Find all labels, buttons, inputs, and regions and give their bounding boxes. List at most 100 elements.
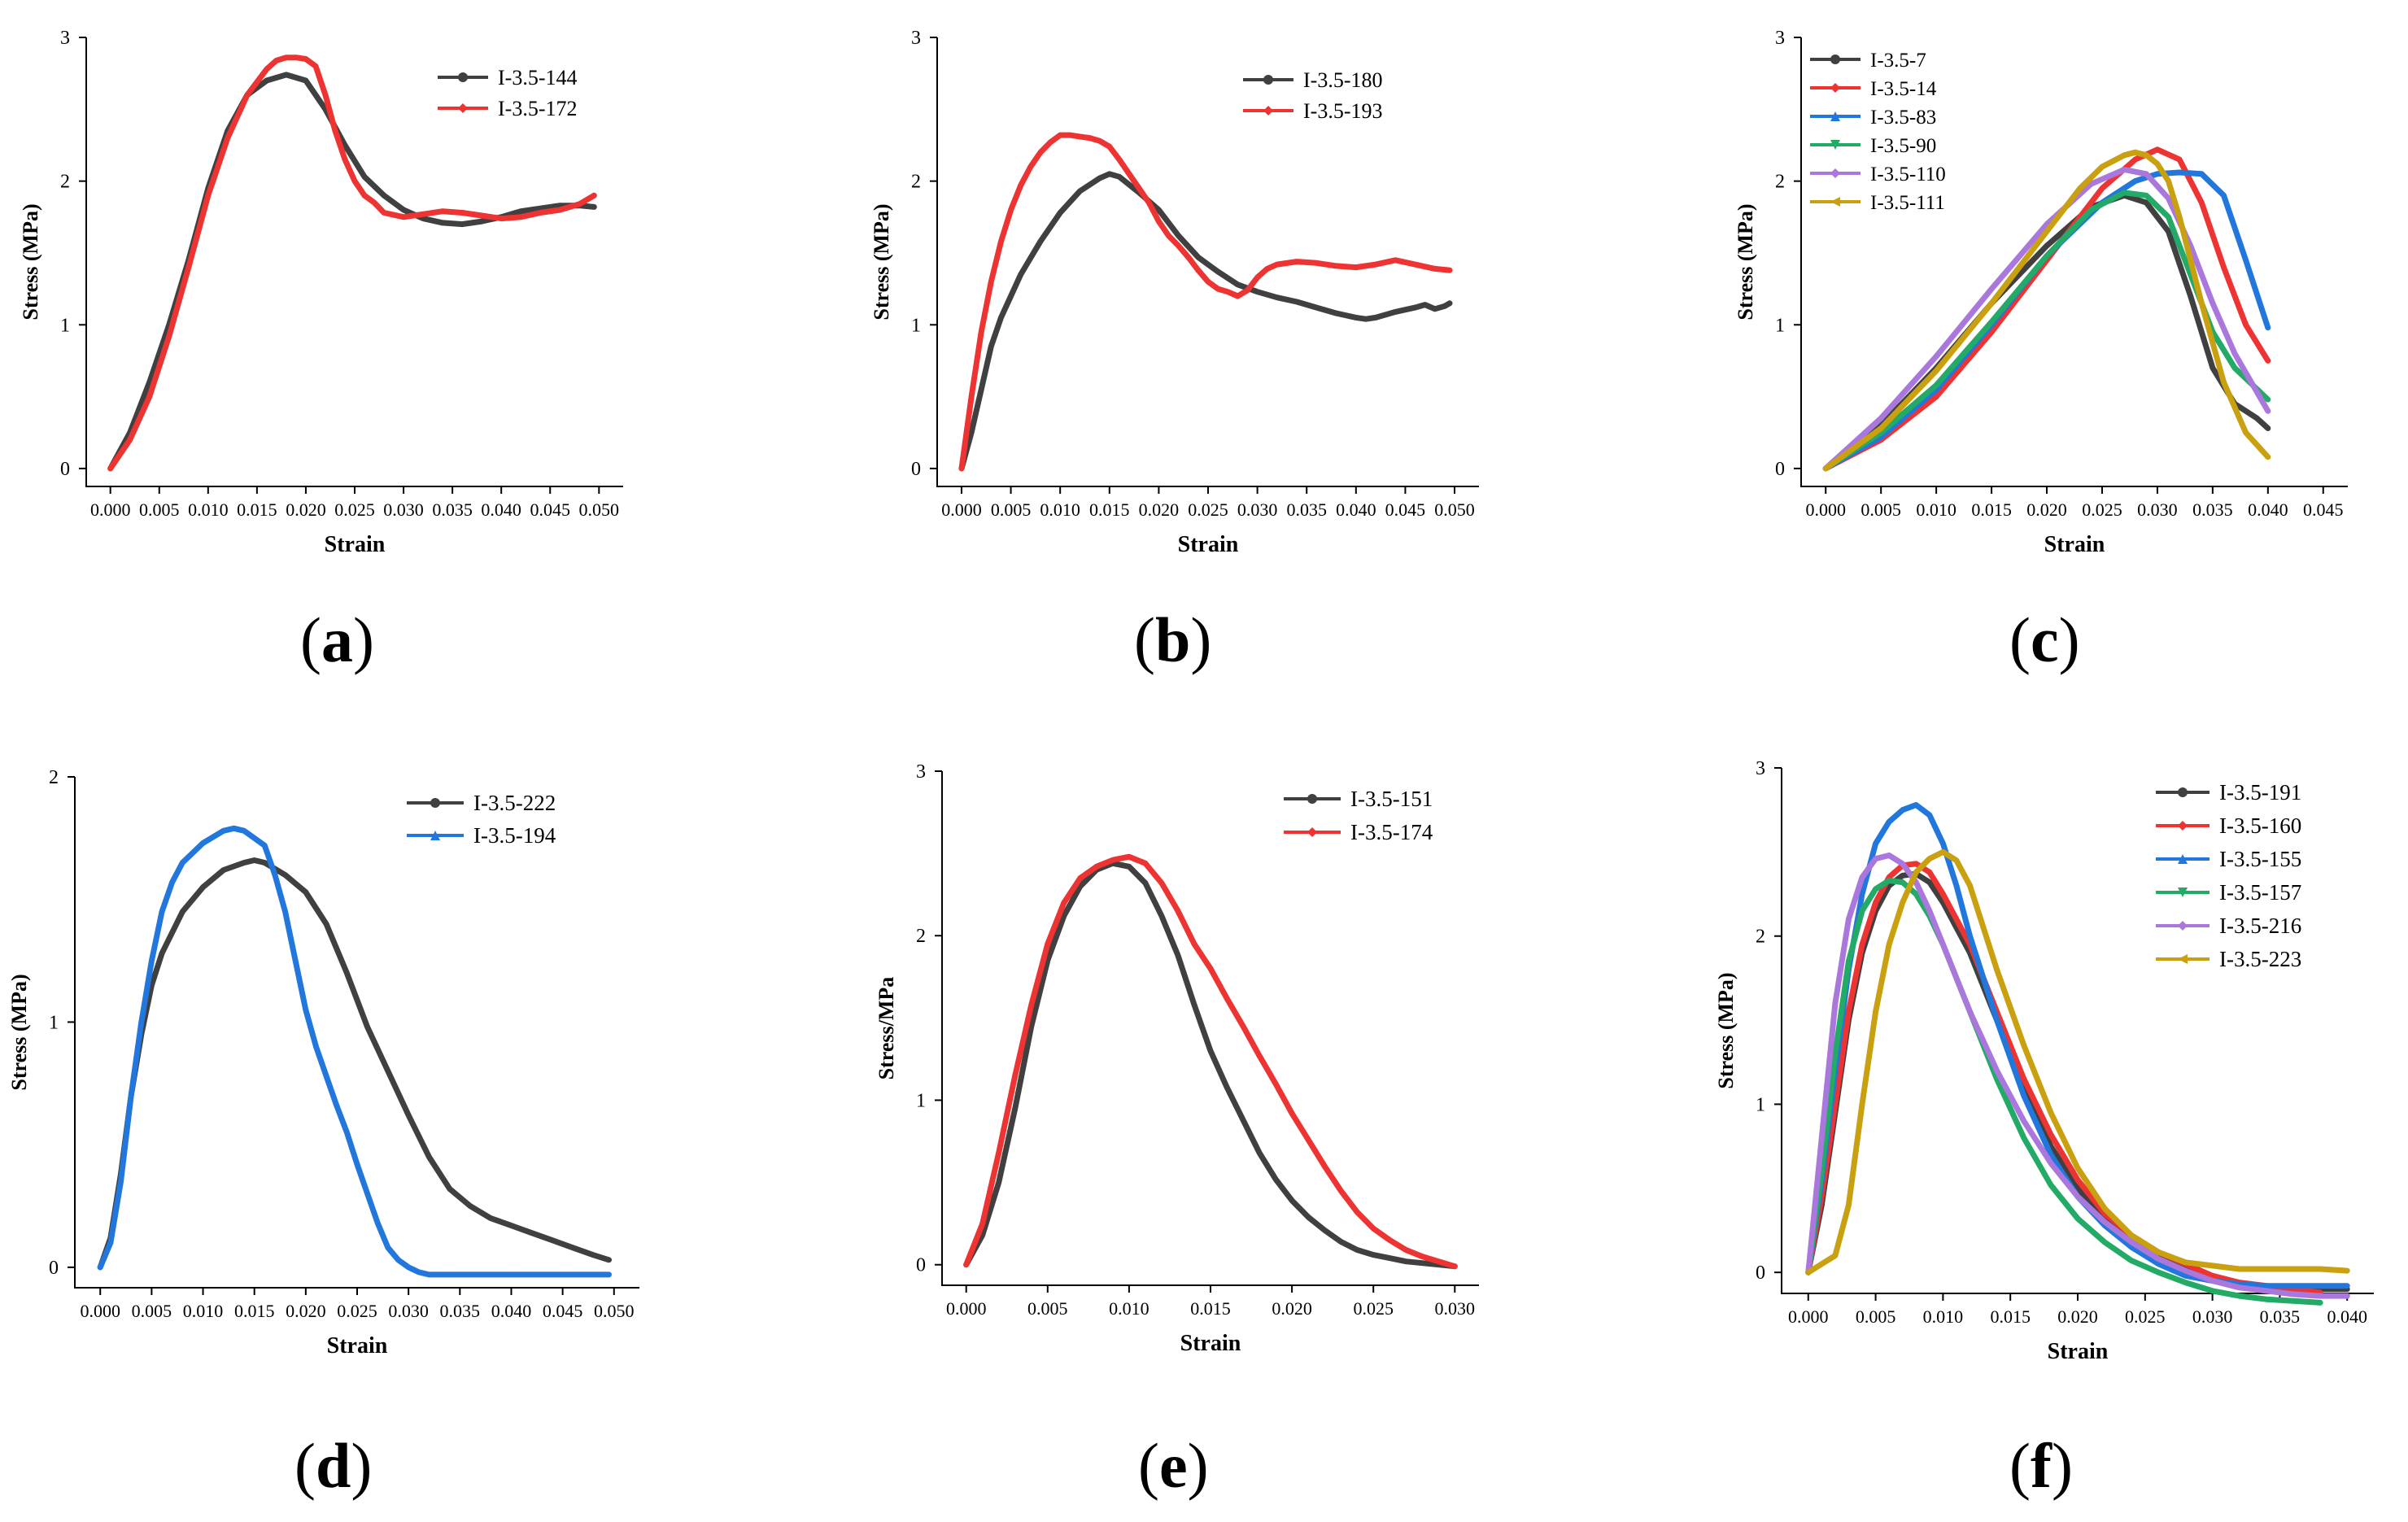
data-point (2129, 1240, 2134, 1245)
data-point (1447, 268, 1452, 273)
y-tick-label: 0 (49, 1258, 59, 1279)
legend-marker (2178, 954, 2188, 964)
data-point (460, 211, 465, 216)
data-point (159, 909, 164, 914)
axis-lines (936, 37, 1479, 487)
data-point (606, 1272, 611, 1277)
data-point (1192, 941, 1197, 946)
data-point (2044, 243, 2049, 248)
y-axis-label: Stress/MPa (875, 977, 898, 1080)
data-point (1176, 233, 1181, 238)
data-point (108, 466, 113, 471)
data-point (231, 826, 236, 831)
data-point (118, 1179, 123, 1184)
data-point (1387, 1256, 1392, 1261)
data-point (1363, 316, 1368, 321)
x-tick-label: 0.010 (188, 499, 229, 520)
y-tick-label: 1 (49, 1012, 59, 1033)
data-point (1275, 295, 1280, 300)
data-point (518, 209, 523, 214)
data-point (1989, 286, 1994, 291)
data-point (591, 204, 596, 209)
data-point (1107, 172, 1112, 177)
x-tick-label: 0.050 (594, 1301, 635, 1321)
data-point (1176, 243, 1181, 248)
series-line-I-3.5-174 (963, 853, 1458, 1270)
data-point (1136, 185, 1141, 190)
data-point (313, 1044, 318, 1049)
data-point (1860, 874, 1865, 879)
data-point (570, 1245, 575, 1250)
data-point (2264, 1289, 2269, 1293)
data-point (1176, 953, 1180, 958)
data-point (2210, 1278, 2215, 1283)
chart-panel-e: 0.000 0.005 0.010 0.015 0.020 0.025 0.030 0 1 2 3 S… (875, 761, 1479, 1356)
data-point (1927, 870, 1932, 874)
data-point (1860, 909, 1865, 914)
data-point (1354, 1210, 1359, 1215)
data-point (2318, 1300, 2323, 1305)
data-point (294, 55, 299, 60)
data-point (1143, 881, 1148, 886)
x-tick-label: 0.025 (2082, 499, 2122, 520)
data-point (1294, 259, 1299, 264)
series-line-I-3.5-222 (97, 857, 612, 1271)
data-point (2129, 1233, 2134, 1238)
data-point (355, 1162, 360, 1167)
data-point (2244, 258, 2249, 263)
data-point (979, 329, 984, 334)
data-point (2044, 253, 2049, 258)
data-point (1387, 1237, 1392, 1242)
y-tick-label: 1 (916, 1090, 926, 1111)
data-point (1058, 133, 1062, 137)
data-point (1413, 305, 1418, 310)
data-point (1322, 1228, 1327, 1232)
data-point (1038, 239, 1043, 244)
data-point (979, 387, 984, 392)
legend-marker (1307, 827, 1317, 837)
data-point (1433, 307, 1437, 312)
data-point (2177, 215, 2182, 220)
data-point (997, 1180, 1001, 1185)
data-point (1995, 967, 2000, 972)
data-point (1806, 1270, 1811, 1275)
data-point (1206, 279, 1211, 284)
data-point (1265, 266, 1270, 271)
data-point (221, 828, 226, 833)
data-point (1235, 282, 1240, 287)
x-tick-label: 0.030 (1237, 499, 1278, 520)
data-point (1846, 1202, 1851, 1207)
y-tick-label: 2 (916, 926, 926, 947)
data-point (1077, 189, 1082, 194)
data-point (323, 93, 328, 98)
axis-lines (1800, 37, 2348, 487)
y-tick-label: 0 (911, 459, 921, 480)
data-point (1934, 354, 1939, 359)
data-point (245, 93, 250, 98)
data-point (1029, 1023, 1034, 1028)
data-point (1156, 219, 1161, 224)
data-point (508, 1272, 513, 1277)
data-point (342, 142, 347, 147)
legend-marker (1830, 168, 1840, 178)
data-point (375, 1221, 380, 1226)
data-point (2318, 1284, 2323, 1289)
data-point (129, 1093, 133, 1098)
data-point (530, 1231, 534, 1236)
legend-marker (458, 72, 468, 82)
data-point (1306, 1137, 1311, 1142)
data-point (1097, 176, 1102, 181)
data-point (1224, 996, 1229, 1001)
data-point (201, 840, 206, 845)
x-tick-label: 0.005 (991, 499, 1032, 520)
series-line-I-3.5-216 (1805, 853, 2350, 1299)
data-point (1954, 858, 1959, 863)
data-point (1433, 266, 1437, 271)
data-point (2156, 1262, 2161, 1267)
data-point (1420, 1254, 1424, 1259)
data-point (2291, 1292, 2296, 1297)
y-tick-label: 1 (1775, 315, 1785, 336)
panel-letter-a: (a) (300, 604, 374, 675)
data-point (2318, 1293, 2323, 1298)
data-point (1860, 942, 1865, 947)
